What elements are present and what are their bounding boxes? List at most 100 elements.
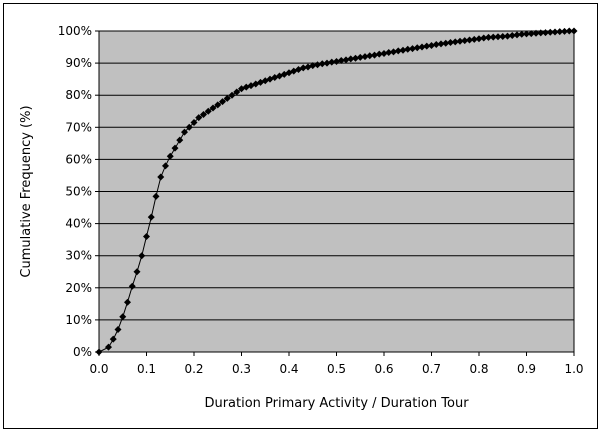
x-tick-label: 1.0 <box>564 362 583 376</box>
data-point-marker <box>143 232 150 240</box>
data-point-marker <box>299 64 307 72</box>
data-point-marker <box>209 104 217 112</box>
data-point-marker <box>470 35 478 43</box>
data-point-marker <box>128 282 136 290</box>
data-point-marker <box>532 29 540 37</box>
data-point-marker <box>390 48 397 56</box>
x-tick-label: 0.0 <box>89 362 108 376</box>
data-point-marker <box>114 326 122 334</box>
data-point-marker <box>413 44 421 52</box>
x-tick-label: 0.4 <box>279 362 298 376</box>
y-axis-ticks: 0% 10% 20% 30% 40% 50% 60% 70% 80% 90% 100% <box>58 24 99 359</box>
data-point-marker <box>399 46 407 54</box>
data-point-marker <box>309 62 317 70</box>
data-point-marker <box>190 118 198 126</box>
series-markers <box>95 27 578 356</box>
x-tick-label: 0.7 <box>422 362 441 376</box>
data-point-marker <box>204 107 212 115</box>
data-point-marker <box>214 101 222 109</box>
y-tick-label: 30% <box>65 249 92 263</box>
x-axis-ticks: 0.0 0.1 0.2 0.3 0.4 0.5 0.6 0.7 0.8 0.9 1.0 <box>89 352 584 376</box>
data-point-marker <box>318 60 326 68</box>
data-point-marker <box>537 29 545 37</box>
data-point-marker <box>442 39 450 47</box>
data-point-marker <box>504 32 511 40</box>
data-point-marker <box>451 38 459 46</box>
data-point-marker <box>561 27 568 35</box>
data-point-marker <box>366 52 374 60</box>
data-point-marker <box>133 268 141 276</box>
data-point-marker <box>337 57 345 65</box>
data-point-marker <box>508 31 516 39</box>
chart-frame: 0% 10% 20% 30% 40% 50% 60% 70% 80% 90% 100% 0.0 0.1… <box>3 3 598 429</box>
data-point-marker <box>489 33 497 41</box>
data-point-marker <box>95 348 103 356</box>
data-point-marker <box>342 56 350 64</box>
data-point-marker <box>119 313 127 321</box>
y-tick-label: 70% <box>65 120 92 134</box>
x-tick-label: 0.2 <box>184 362 203 376</box>
data-point-marker <box>228 91 236 99</box>
data-point-marker <box>466 36 473 44</box>
data-point-marker <box>428 41 435 49</box>
x-tick-label: 0.9 <box>517 362 536 376</box>
data-point-marker <box>347 55 355 63</box>
data-point-marker <box>546 28 554 36</box>
x-tick-label: 0.5 <box>327 362 346 376</box>
data-point-marker <box>323 59 331 67</box>
data-point-marker <box>171 144 179 152</box>
data-point-marker <box>565 27 573 35</box>
data-point-marker <box>423 42 431 50</box>
data-point-marker <box>195 114 203 122</box>
x-tick-label: 0.3 <box>232 362 251 376</box>
data-point-marker <box>380 49 388 57</box>
x-tick-label: 0.8 <box>469 362 488 376</box>
data-point-marker <box>124 298 131 306</box>
cumulative-frequency-chart: 0% 10% 20% 30% 40% 50% 60% 70% 80% 90% 100% 0.0 0.1… <box>19 24 584 411</box>
data-point-marker <box>475 35 483 43</box>
y-tick-label: 100% <box>58 24 92 38</box>
data-point-marker <box>219 98 226 106</box>
data-point-marker <box>480 34 488 42</box>
data-point-marker <box>551 28 559 36</box>
data-point-marker <box>333 57 340 65</box>
y-tick-label: 50% <box>65 185 92 199</box>
data-point-marker <box>109 335 117 343</box>
data-point-marker <box>394 47 402 55</box>
data-point-marker <box>447 39 454 47</box>
y-tick-label: 80% <box>65 88 92 102</box>
data-point-marker <box>352 54 359 62</box>
data-point-marker <box>461 37 469 45</box>
data-point-marker <box>371 51 378 59</box>
data-point-marker <box>518 30 526 38</box>
data-point-marker <box>418 43 426 51</box>
data-point-marker <box>527 30 535 38</box>
data-point-marker <box>485 33 492 41</box>
data-point-marker <box>328 58 336 66</box>
data-point-marker <box>166 152 174 160</box>
data-point-marker <box>105 343 112 351</box>
y-axis-title: Cumulative Frequency (%) <box>19 105 34 277</box>
y-tick-label: 40% <box>65 217 92 231</box>
data-point-marker <box>356 53 364 61</box>
data-point-marker <box>556 28 564 36</box>
data-point-marker <box>456 37 464 45</box>
data-point-marker <box>314 61 321 69</box>
y-tick-label: 60% <box>65 152 92 166</box>
data-point-marker <box>138 252 146 260</box>
data-point-marker <box>513 31 521 39</box>
x-axis-title: Duration Primary Activity / Duration Tou… <box>204 396 469 411</box>
data-point-marker <box>176 136 184 144</box>
data-point-marker <box>223 94 231 102</box>
y-tick-label: 90% <box>65 56 92 70</box>
data-point-marker <box>157 173 165 181</box>
data-point-marker <box>375 50 383 58</box>
data-point-marker <box>409 45 416 53</box>
data-point-marker <box>152 192 160 200</box>
data-point-marker <box>432 40 440 48</box>
data-point-marker <box>181 128 188 136</box>
data-point-marker <box>185 123 193 131</box>
data-point-marker <box>437 40 445 48</box>
x-tick-label: 0.6 <box>374 362 393 376</box>
data-point-marker <box>499 32 507 40</box>
